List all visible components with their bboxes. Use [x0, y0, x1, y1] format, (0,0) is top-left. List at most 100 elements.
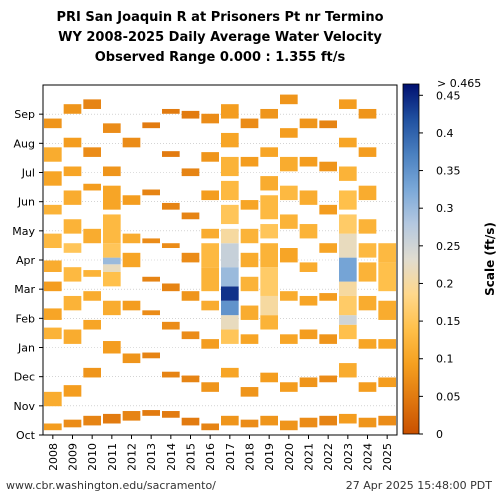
heat-cell-2024-3: [358, 295, 377, 311]
heat-cell-2014-0: [162, 411, 180, 418]
heat-cell-2014-3: [162, 283, 180, 292]
chart-title-line-2: WY 2008-2025 Daily Average Water Velocit…: [58, 30, 382, 45]
heat-cell-2009-5: [63, 243, 82, 253]
heat-cell-2009-2: [63, 329, 82, 344]
colorbar-tick-label-7: 0.35: [436, 165, 461, 178]
heat-cell-2010-0: [83, 415, 101, 426]
heat-cell-2020-4: [280, 248, 298, 263]
x-tick-label-2020: 2020: [283, 443, 296, 470]
y-tick-label-mar: Mar: [14, 283, 35, 296]
x-tick-label-2017: 2017: [224, 443, 237, 470]
heat-cell-2018-3: [240, 305, 259, 320]
colorbar-label: Scale (ft/s): [483, 222, 497, 296]
heat-cell-2008-9: [44, 147, 62, 162]
heat-cell-2023-0: [339, 413, 357, 424]
heat-cell-2016-3: [201, 300, 219, 311]
heat-cell-2017-6: [221, 267, 239, 287]
heat-cell-2025-1: [378, 377, 396, 388]
x-tick-label-2024: 2024: [362, 443, 375, 470]
heat-cell-2019-9: [260, 147, 278, 157]
heat-cell-2016-8: [201, 152, 219, 162]
heat-cell-2009-0: [63, 419, 82, 428]
heat-cell-2020-6: [280, 185, 298, 201]
heat-cell-2009-9: [63, 137, 82, 148]
heat-cell-2008-1: [44, 391, 62, 407]
colorbar-tick-label-9: 0.45: [436, 89, 461, 102]
heat-cell-2015-4: [181, 252, 200, 263]
x-tick-label-2019: 2019: [263, 443, 276, 470]
heat-cell-2013-2: [142, 310, 160, 316]
heat-cell-2017-11: [221, 156, 239, 177]
x-tick-label-2011: 2011: [106, 443, 119, 470]
heat-cell-2017-8: [221, 228, 239, 244]
heat-cell-2013-1: [142, 352, 160, 359]
heat-cell-2009-8: [63, 166, 82, 177]
heat-cell-2023-3: [339, 315, 357, 325]
heat-cell-2013-5: [142, 189, 160, 196]
y-tick-label-apr: Apr: [16, 254, 36, 267]
heat-cell-2023-11: [339, 137, 357, 148]
heat-cell-2023-6: [339, 257, 357, 282]
heat-cell-2018-0: [240, 419, 259, 428]
heat-cell-2011-1: [103, 341, 121, 354]
heat-cell-2015-7: [181, 110, 200, 119]
x-tick-label-2014: 2014: [165, 443, 178, 470]
heat-cell-2024-9: [358, 108, 377, 119]
heat-cell-2024-8: [358, 147, 377, 157]
heat-cell-2011-10: [103, 123, 121, 133]
heat-cell-2008-5: [44, 260, 62, 272]
heat-cell-2017-12: [221, 132, 239, 148]
heat-cell-2011-5: [103, 257, 121, 265]
heat-cell-2017-5: [221, 286, 239, 301]
heat-cell-2017-9: [221, 204, 239, 225]
heat-cell-2019-3: [260, 295, 278, 316]
heat-cell-2011-8: [103, 185, 121, 210]
heat-cell-2011-6: [103, 243, 121, 258]
heat-cell-2021-8: [299, 118, 318, 129]
heat-cell-2016-2: [201, 339, 219, 349]
heat-cell-2008-3: [44, 308, 62, 320]
heat-cell-2019-10: [260, 108, 278, 119]
x-tick-label-2015: 2015: [185, 443, 198, 470]
heat-cell-2025-4: [378, 262, 396, 292]
heat-cell-2021-3: [299, 295, 318, 306]
heat-cell-2009-7: [63, 190, 82, 205]
heat-cell-2018-7: [240, 200, 259, 210]
heat-cell-2022-7: [319, 120, 337, 129]
heat-cell-2014-2: [162, 321, 180, 330]
heat-cell-2024-0: [358, 417, 377, 428]
heat-cell-2016-7: [201, 190, 219, 201]
heat-cell-2021-1: [299, 377, 318, 388]
heat-cell-2023-4: [339, 295, 357, 316]
heat-cell-2016-5: [201, 243, 219, 268]
heat-cell-2019-2: [260, 315, 278, 330]
footer-timestamp: 27 Apr 2025 15:48:00 PDT: [345, 479, 492, 492]
heat-cell-2023-8: [339, 214, 357, 234]
heat-cell-2011-0: [103, 413, 121, 424]
colorbar-tick-label-6: 0.3: [436, 202, 454, 215]
heat-cell-2015-3: [181, 291, 200, 301]
y-tick-label-jul: Jul: [21, 167, 35, 180]
heat-cell-2009-3: [63, 295, 82, 311]
y-tick-label-feb: Feb: [16, 312, 35, 325]
y-tick-label-jun: Jun: [17, 196, 35, 209]
heat-cell-2017-10: [221, 180, 239, 201]
colorbar-tick-label-1: 0.05: [436, 390, 461, 403]
heat-cell-2021-2: [299, 329, 318, 340]
heat-cell-2019-8: [260, 176, 278, 191]
heat-cell-2010-4: [83, 270, 101, 277]
heat-cell-2010-5: [83, 228, 101, 244]
heat-cell-2024-6: [358, 219, 377, 234]
heat-cell-2024-7: [358, 185, 377, 201]
heat-cell-2021-7: [299, 156, 318, 167]
heat-cell-2019-6: [260, 224, 278, 239]
heat-cell-2013-3: [142, 276, 160, 282]
heat-cell-2017-7: [221, 243, 239, 268]
heat-cell-2012-4: [122, 233, 141, 244]
heat-cell-2014-4: [162, 243, 180, 249]
heat-cell-2017-0: [221, 415, 239, 426]
heat-cell-2016-9: [201, 113, 219, 124]
heat-cell-2015-6: [181, 168, 200, 177]
heat-cell-2013-4: [142, 238, 160, 244]
heat-cell-2014-5: [162, 202, 180, 210]
